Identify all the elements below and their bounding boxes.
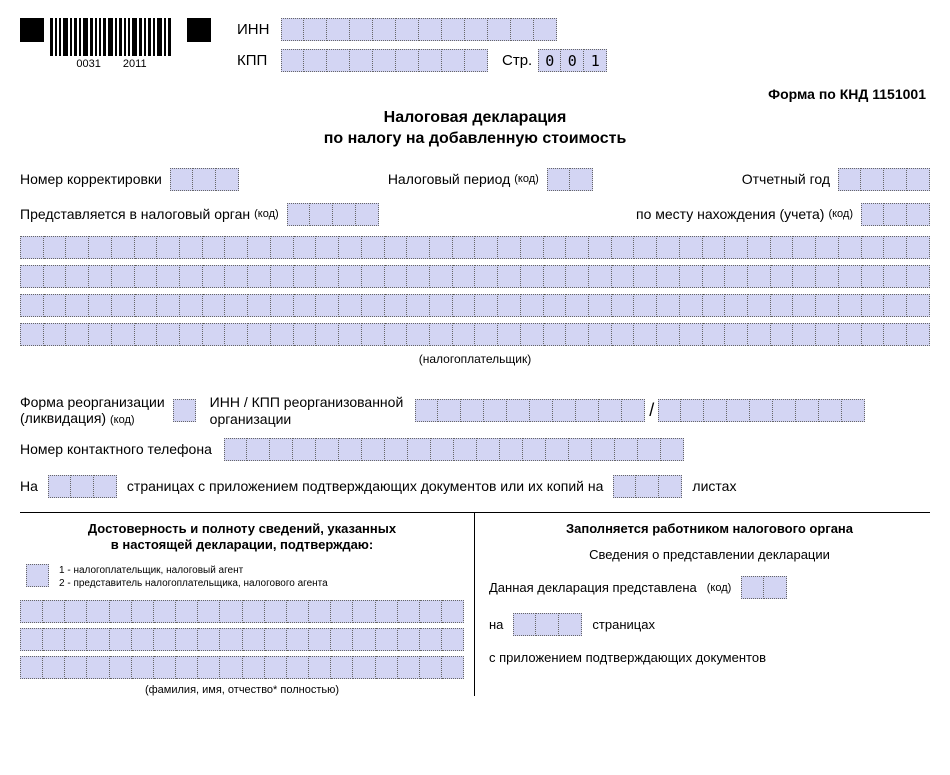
kpp-cells[interactable] — [281, 49, 488, 72]
place-label: по месту нахождения (учета) — [636, 206, 824, 222]
barcode-num-b: 2011 — [123, 58, 147, 70]
pages-cells[interactable] — [48, 475, 117, 498]
taxpayer-sublabel: (налогоплательщик) — [0, 352, 950, 366]
pages-suffix: листах — [692, 478, 736, 494]
organ-label: Представляется в налоговый орган — [20, 206, 250, 222]
signer-type-cell[interactable] — [26, 564, 49, 587]
r3: с приложением подтверждающих документов — [489, 650, 766, 665]
left-col-title: Достоверность и полноту сведений, указан… — [20, 521, 464, 555]
slash: / — [649, 400, 654, 421]
pages-suffix-cells[interactable] — [613, 475, 682, 498]
right-col-title: Заполняется работником налогового органа — [489, 521, 930, 538]
reorg-kpp-cells[interactable] — [658, 399, 865, 422]
kpp-label: КПП — [237, 52, 281, 69]
r1-label: Данная декларация представлена — [489, 580, 697, 595]
place-code: (код) — [828, 208, 853, 220]
page-cells: 001 — [538, 49, 607, 72]
period-code: (код) — [514, 173, 539, 185]
correction-cells[interactable] — [170, 168, 239, 191]
period-cells[interactable] — [547, 168, 593, 191]
inn-cells[interactable] — [281, 18, 557, 41]
marker-square-2 — [187, 18, 211, 42]
r1-cells[interactable] — [741, 576, 787, 599]
r2-cells[interactable] — [513, 613, 582, 636]
reorg-form-cells[interactable] — [173, 399, 196, 422]
inn-label: ИНН — [237, 21, 281, 38]
barcode: 0031 2011 — [50, 18, 173, 70]
year-cells[interactable] — [838, 168, 930, 191]
phone-cells[interactable] — [224, 438, 684, 461]
reorg-code: (код) — [110, 414, 135, 426]
reorg-right-2: организации — [210, 411, 404, 428]
reorg-label-1: Форма реорганизации — [20, 394, 165, 411]
reorg-right-1: ИНН / КПП реорганизованной — [210, 394, 404, 411]
r2-prefix: на — [489, 617, 503, 632]
barcode-num-a: 0031 — [76, 58, 100, 70]
pages-mid: страницах с приложением подтверждающих д… — [127, 478, 604, 494]
form-code: Форма по КНД 1151001 — [768, 86, 926, 102]
reorg-label-2: (ликвидация) — [20, 410, 106, 426]
opt2: 2 - представитель налогоплательщика, нал… — [59, 577, 328, 590]
correction-label: Номер корректировки — [20, 171, 162, 187]
period-label: Налоговый период — [388, 171, 510, 187]
right-col-sub: Сведения о представлении декларации — [489, 547, 930, 562]
organ-code: (код) — [254, 208, 279, 220]
reorg-inn-cells[interactable] — [415, 399, 645, 422]
page-label: Стр. — [502, 52, 532, 69]
r1-code: (код) — [707, 582, 732, 594]
phone-label: Номер контактного телефона — [20, 441, 212, 457]
marker-square — [20, 18, 44, 42]
organ-cells[interactable] — [287, 203, 379, 226]
doc-title: Налоговая декларация по налогу на добавл… — [0, 108, 950, 150]
pages-prefix: На — [20, 478, 38, 494]
place-cells[interactable] — [861, 203, 930, 226]
r2-suffix: страницах — [592, 617, 655, 632]
divider — [20, 512, 930, 513]
fio-block[interactable] — [20, 600, 464, 679]
fio-label: (фамилия, имя, отчество* полностью) — [20, 684, 464, 696]
year-label: Отчетный год — [742, 171, 830, 187]
taxpayer-block[interactable] — [0, 236, 950, 346]
opt1: 1 - налогоплательщик, налоговый агент — [59, 564, 328, 577]
